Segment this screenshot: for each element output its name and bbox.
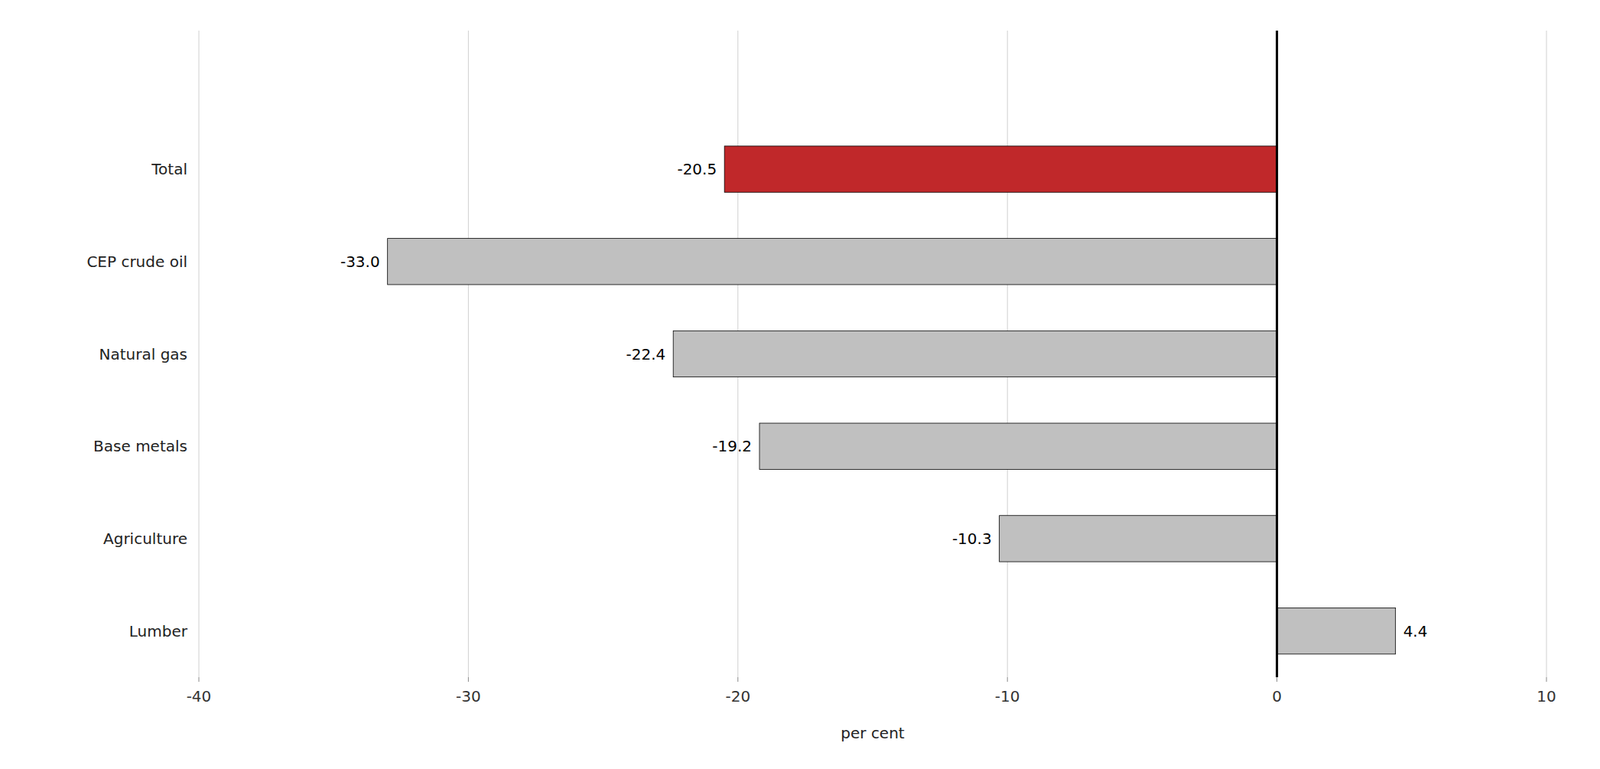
tick-mark bbox=[198, 676, 200, 682]
category-label: Lumber bbox=[129, 621, 189, 641]
bar bbox=[1277, 607, 1396, 654]
category-label: Natural gas bbox=[99, 344, 189, 364]
tick-label: -40 bbox=[186, 686, 212, 706]
tick-label: 0 bbox=[1271, 686, 1282, 706]
data-labels: 4.4 -10.3 -19.2 -22.4 -33.0 -20.5 bbox=[340, 159, 1428, 641]
category-label: Agriculture bbox=[103, 529, 188, 548]
grid-line bbox=[1546, 30, 1548, 677]
grid-line bbox=[468, 30, 469, 677]
tick-label: 10 bbox=[1536, 686, 1556, 706]
grid bbox=[198, 30, 1547, 677]
bar bbox=[724, 146, 1277, 192]
bars bbox=[387, 146, 1396, 654]
bar bbox=[387, 238, 1278, 285]
tick-label: -30 bbox=[455, 686, 482, 706]
chart-container: -40 -30 -20 -10 0 10 per cent Lumber Agriculture… bbox=[0, 0, 1600, 769]
tick-mark bbox=[1276, 676, 1278, 682]
grid-line bbox=[198, 30, 200, 677]
tick-label: -10 bbox=[995, 686, 1021, 706]
tick-mark bbox=[737, 676, 739, 682]
data-label: -33.0 bbox=[340, 252, 381, 271]
bar bbox=[673, 330, 1277, 377]
x-axis: -40 -30 -20 -10 0 10 bbox=[186, 676, 1557, 706]
category-label: CEP crude oil bbox=[86, 252, 188, 271]
grid-line bbox=[1276, 30, 1278, 677]
category-label: Base metals bbox=[93, 436, 188, 456]
zero-line bbox=[1275, 30, 1279, 677]
data-label: -10.3 bbox=[952, 529, 992, 548]
tick-mark bbox=[1007, 676, 1009, 682]
data-label: -22.4 bbox=[625, 344, 666, 364]
x-axis-label: per cent bbox=[840, 723, 905, 742]
tick-mark bbox=[1546, 676, 1548, 682]
tick-label: -20 bbox=[725, 686, 751, 706]
data-label: -19.2 bbox=[712, 436, 752, 456]
bar bbox=[999, 515, 1278, 562]
data-label: 4.4 bbox=[1403, 621, 1428, 641]
chart-svg: -40 -30 -20 -10 0 10 per cent Lumber Agriculture… bbox=[0, 0, 1600, 769]
bar bbox=[759, 422, 1278, 469]
category-label: Total bbox=[150, 159, 188, 179]
tick-mark bbox=[468, 676, 469, 682]
data-label: -20.5 bbox=[676, 159, 717, 179]
y-axis: Lumber Agriculture Base metals Natural gas C… bbox=[86, 159, 188, 641]
